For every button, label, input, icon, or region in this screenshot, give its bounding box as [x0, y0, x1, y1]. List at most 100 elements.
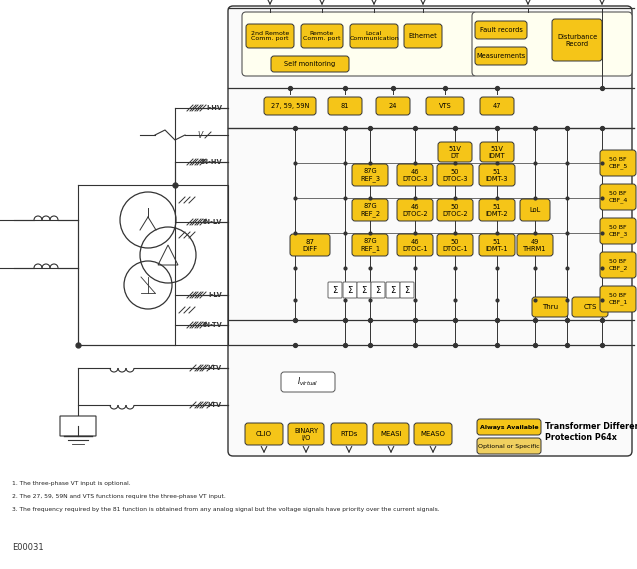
Text: Transformer Differential
Protection P64x: Transformer Differential Protection P64x — [545, 422, 637, 442]
FancyBboxPatch shape — [437, 234, 473, 256]
FancyBboxPatch shape — [397, 234, 433, 256]
Text: Always Available: Always Available — [480, 424, 538, 430]
FancyBboxPatch shape — [386, 282, 400, 298]
Text: 50 BF
CBF_1: 50 BF CBF_1 — [608, 293, 627, 305]
FancyBboxPatch shape — [600, 218, 636, 244]
Text: VTS: VTS — [439, 103, 452, 109]
Text: 50 BF
CBF_4: 50 BF CBF_4 — [608, 191, 627, 203]
FancyBboxPatch shape — [271, 56, 349, 72]
FancyBboxPatch shape — [328, 282, 342, 298]
FancyBboxPatch shape — [437, 199, 473, 221]
Text: 47: 47 — [493, 103, 501, 109]
Text: Σ: Σ — [361, 286, 367, 295]
FancyBboxPatch shape — [352, 164, 388, 186]
Text: 87G
REF_1: 87G REF_1 — [360, 238, 380, 252]
Text: Measurements: Measurements — [476, 53, 526, 59]
Text: Σ: Σ — [333, 286, 338, 295]
FancyBboxPatch shape — [331, 423, 367, 445]
Text: RTDs: RTDs — [340, 431, 358, 437]
FancyBboxPatch shape — [397, 199, 433, 221]
FancyBboxPatch shape — [480, 142, 514, 162]
Text: 50
DTOC-3: 50 DTOC-3 — [442, 168, 468, 182]
Text: 51V
IDMT: 51V IDMT — [489, 146, 505, 159]
Text: 81: 81 — [341, 103, 349, 109]
Text: 87
DIFF: 87 DIFF — [303, 238, 318, 251]
Text: 50
DTOC-2: 50 DTOC-2 — [442, 204, 468, 216]
FancyBboxPatch shape — [242, 12, 477, 76]
FancyBboxPatch shape — [376, 97, 410, 115]
FancyBboxPatch shape — [475, 47, 527, 65]
Text: Local
Communication: Local Communication — [349, 31, 399, 42]
Text: 2nd Remote
Comm. port: 2nd Remote Comm. port — [251, 31, 289, 42]
Text: Fault records: Fault records — [480, 27, 522, 33]
Text: 49
THRM1: 49 THRM1 — [524, 238, 547, 251]
Text: IN-TV: IN-TV — [203, 322, 222, 328]
FancyBboxPatch shape — [400, 282, 414, 298]
Text: Σ: Σ — [404, 286, 410, 295]
Text: I-HV: I-HV — [206, 105, 222, 111]
FancyBboxPatch shape — [532, 297, 568, 317]
FancyBboxPatch shape — [290, 234, 330, 256]
FancyBboxPatch shape — [357, 282, 371, 298]
Text: CTS: CTS — [583, 304, 597, 310]
FancyBboxPatch shape — [477, 438, 541, 454]
Text: E00031: E00031 — [12, 543, 43, 552]
Text: 24: 24 — [389, 103, 397, 109]
FancyBboxPatch shape — [414, 423, 452, 445]
Text: 46
DTOC-2: 46 DTOC-2 — [402, 204, 428, 216]
Text: 46
DTOC-1: 46 DTOC-1 — [402, 238, 428, 251]
Text: LoL: LoL — [529, 207, 541, 213]
FancyBboxPatch shape — [281, 372, 335, 392]
FancyBboxPatch shape — [479, 199, 515, 221]
Text: Thru: Thru — [542, 304, 558, 310]
FancyBboxPatch shape — [373, 423, 409, 445]
Text: Remote
Comm. port: Remote Comm. port — [303, 31, 341, 42]
Text: 87G
REF_2: 87G REF_2 — [360, 203, 380, 217]
Text: 51
IDMT-3: 51 IDMT-3 — [486, 168, 508, 182]
Text: Optional or Specific: Optional or Specific — [478, 443, 540, 448]
Text: $I_{virtual}$: $I_{virtual}$ — [297, 376, 318, 388]
Text: IN-HV: IN-HV — [201, 159, 222, 165]
FancyBboxPatch shape — [371, 282, 385, 298]
FancyBboxPatch shape — [328, 97, 362, 115]
Text: 87G
REF_3: 87G REF_3 — [360, 168, 380, 182]
Text: Σ: Σ — [375, 286, 381, 295]
Text: Disturbance
Record: Disturbance Record — [557, 34, 597, 47]
Text: I-LV: I-LV — [208, 292, 222, 298]
FancyBboxPatch shape — [600, 150, 636, 176]
FancyBboxPatch shape — [475, 21, 527, 39]
Text: 51
IDMT-2: 51 IDMT-2 — [485, 204, 508, 216]
Text: Σ: Σ — [347, 286, 353, 295]
FancyBboxPatch shape — [480, 97, 514, 115]
FancyBboxPatch shape — [520, 199, 550, 221]
Text: 50 BF
CBF_2: 50 BF CBF_2 — [608, 259, 627, 271]
Text: 1. The three-phase VT input is optional.: 1. The three-phase VT input is optional. — [12, 480, 131, 485]
FancyBboxPatch shape — [246, 24, 294, 48]
Text: Σ: Σ — [390, 286, 396, 295]
FancyBboxPatch shape — [60, 416, 96, 436]
FancyBboxPatch shape — [572, 297, 608, 317]
Text: 50 BF
CBF_5: 50 BF CBF_5 — [608, 157, 627, 169]
FancyBboxPatch shape — [352, 199, 388, 221]
Text: IN-LV: IN-LV — [203, 219, 222, 225]
Text: 50 BF
CBF_3: 50 BF CBF_3 — [608, 225, 627, 237]
Text: 46
DTOC-3: 46 DTOC-3 — [402, 168, 428, 182]
Text: Self monitoring: Self monitoring — [284, 61, 336, 67]
FancyBboxPatch shape — [600, 184, 636, 210]
Text: I-TV: I-TV — [208, 402, 222, 408]
FancyBboxPatch shape — [397, 164, 433, 186]
FancyBboxPatch shape — [288, 423, 324, 445]
Text: BINARY
I/O: BINARY I/O — [294, 427, 318, 440]
FancyBboxPatch shape — [264, 97, 316, 115]
Text: MEASI: MEASI — [380, 431, 402, 437]
Text: I-TV: I-TV — [208, 365, 222, 371]
FancyBboxPatch shape — [245, 423, 283, 445]
FancyBboxPatch shape — [552, 19, 602, 61]
FancyBboxPatch shape — [343, 282, 357, 298]
FancyBboxPatch shape — [350, 24, 398, 48]
FancyBboxPatch shape — [301, 24, 343, 48]
FancyBboxPatch shape — [228, 6, 632, 456]
FancyBboxPatch shape — [404, 24, 442, 48]
Text: 27, 59, 59N: 27, 59, 59N — [271, 103, 309, 109]
FancyBboxPatch shape — [352, 234, 388, 256]
